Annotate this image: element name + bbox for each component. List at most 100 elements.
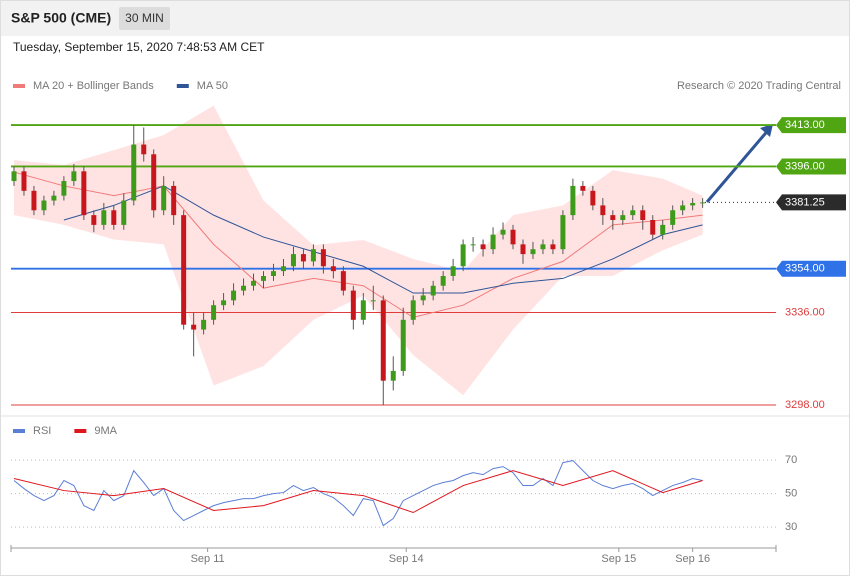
level-tag: [776, 194, 846, 211]
candle-body: [31, 190, 37, 211]
interval-label: 30 MIN: [125, 11, 164, 25]
legend-label: 9MA: [94, 425, 117, 437]
candle-body: [690, 202, 696, 206]
level-label: 3298.00: [785, 399, 825, 411]
candle-body: [221, 300, 227, 306]
candle-body: [111, 210, 117, 225]
x-tick-label: Sep 15: [601, 553, 636, 565]
candle-body: [21, 171, 27, 191]
candle-body: [91, 215, 97, 225]
candle-body: [510, 229, 516, 245]
level-tag: [776, 158, 846, 175]
indicator-line: [13, 470, 703, 514]
moving-average: [13, 171, 703, 318]
candle-body: [171, 185, 177, 216]
candle-body: [390, 370, 396, 381]
level-tag: [776, 260, 846, 277]
candle-body: [420, 295, 426, 301]
candle-body: [560, 215, 566, 250]
instrument-title: S&P 500 (CME): [11, 10, 111, 26]
candle-body: [251, 280, 257, 286]
candle-body: [550, 244, 556, 250]
candle-body: [201, 319, 207, 330]
candle-body: [241, 285, 247, 291]
candle-body: [101, 210, 107, 225]
candle-body: [410, 300, 416, 320]
legend-swatch: [13, 84, 25, 88]
candle-body: [360, 300, 366, 320]
projection-arrow: [705, 127, 772, 203]
legend-swatch: [176, 84, 189, 88]
legend-swatch: [74, 429, 87, 433]
candle-body: [181, 215, 187, 325]
candle-body: [71, 171, 77, 182]
credit: Research © 2020 Trading Central: [677, 80, 841, 92]
level-label: 3336.00: [785, 306, 825, 318]
candle-body: [11, 171, 17, 182]
candle-body: [290, 254, 296, 267]
candle-body: [670, 210, 676, 225]
bollinger-band: [13, 105, 703, 396]
interval-badge: [119, 7, 170, 30]
legend-swatch: [13, 429, 25, 433]
candle-body: [470, 244, 476, 246]
candle-body: [400, 319, 406, 371]
price-panel: 3413.00 3396.00 3381.25 3354.00 3336.00 3298.…: [11, 80, 846, 411]
candle-body: [141, 144, 147, 155]
candle-body: [261, 276, 267, 281]
indicator-line: [13, 460, 703, 527]
candle-body: [121, 200, 127, 225]
candle-body: [680, 205, 686, 211]
candle-body: [280, 266, 286, 272]
y-tick-label: 30: [785, 521, 797, 533]
candle-body: [340, 271, 346, 291]
candle-body: [51, 195, 57, 201]
candle-body: [61, 181, 67, 196]
candle-body: [630, 210, 636, 216]
candle-body: [211, 305, 217, 320]
candle-body: [540, 244, 546, 250]
candle-body: [310, 249, 316, 262]
candle-body: [330, 266, 336, 272]
candle-body: [380, 300, 386, 381]
x-tick-label: Sep 16: [675, 553, 710, 565]
candle-body: [450, 266, 456, 277]
candle-body: [300, 254, 306, 262]
candle-body: [191, 324, 197, 330]
x-tick-label: Sep 14: [389, 553, 424, 565]
level-label: 3413.00: [785, 119, 825, 131]
level-label: 3396.00: [785, 160, 825, 172]
candle-body: [320, 249, 326, 267]
candle-body: [620, 215, 626, 221]
candle-body: [700, 202, 706, 204]
legend-label: MA 50: [197, 80, 228, 92]
candle-body: [520, 244, 526, 255]
candle-body: [270, 271, 276, 277]
candle-body: [530, 249, 536, 255]
legend-label: RSI: [33, 425, 51, 437]
candle-body: [231, 290, 237, 301]
candle-body: [490, 234, 496, 250]
rsi-panel: 30 50 70 Sep 11 Sep 14 Sep 15 Sep 16 RSI 9MA: [10, 425, 797, 565]
candle-body: [570, 185, 576, 216]
candle-body: [440, 276, 446, 286]
level-label: 3381.25: [785, 196, 825, 208]
candle-body: [600, 205, 606, 216]
level-label: 3354.00: [785, 263, 825, 275]
candle-body: [41, 200, 47, 211]
projection-arrowhead: [760, 124, 773, 137]
candle-body: [640, 210, 646, 221]
candle-body: [590, 190, 596, 206]
candle-body: [660, 224, 666, 235]
candle-body: [161, 185, 167, 211]
x-tick-label: Sep 11: [191, 553, 225, 565]
candle-body: [650, 220, 656, 235]
legend-label: MA 20 + Bollinger Bands: [33, 80, 154, 92]
y-tick-label: 50: [785, 487, 797, 499]
level-tag: [776, 117, 846, 134]
timestamp: Tuesday, September 15, 2020 7:48:53 AM C…: [13, 40, 265, 54]
candle-body: [610, 215, 616, 221]
candle-body: [131, 144, 137, 201]
